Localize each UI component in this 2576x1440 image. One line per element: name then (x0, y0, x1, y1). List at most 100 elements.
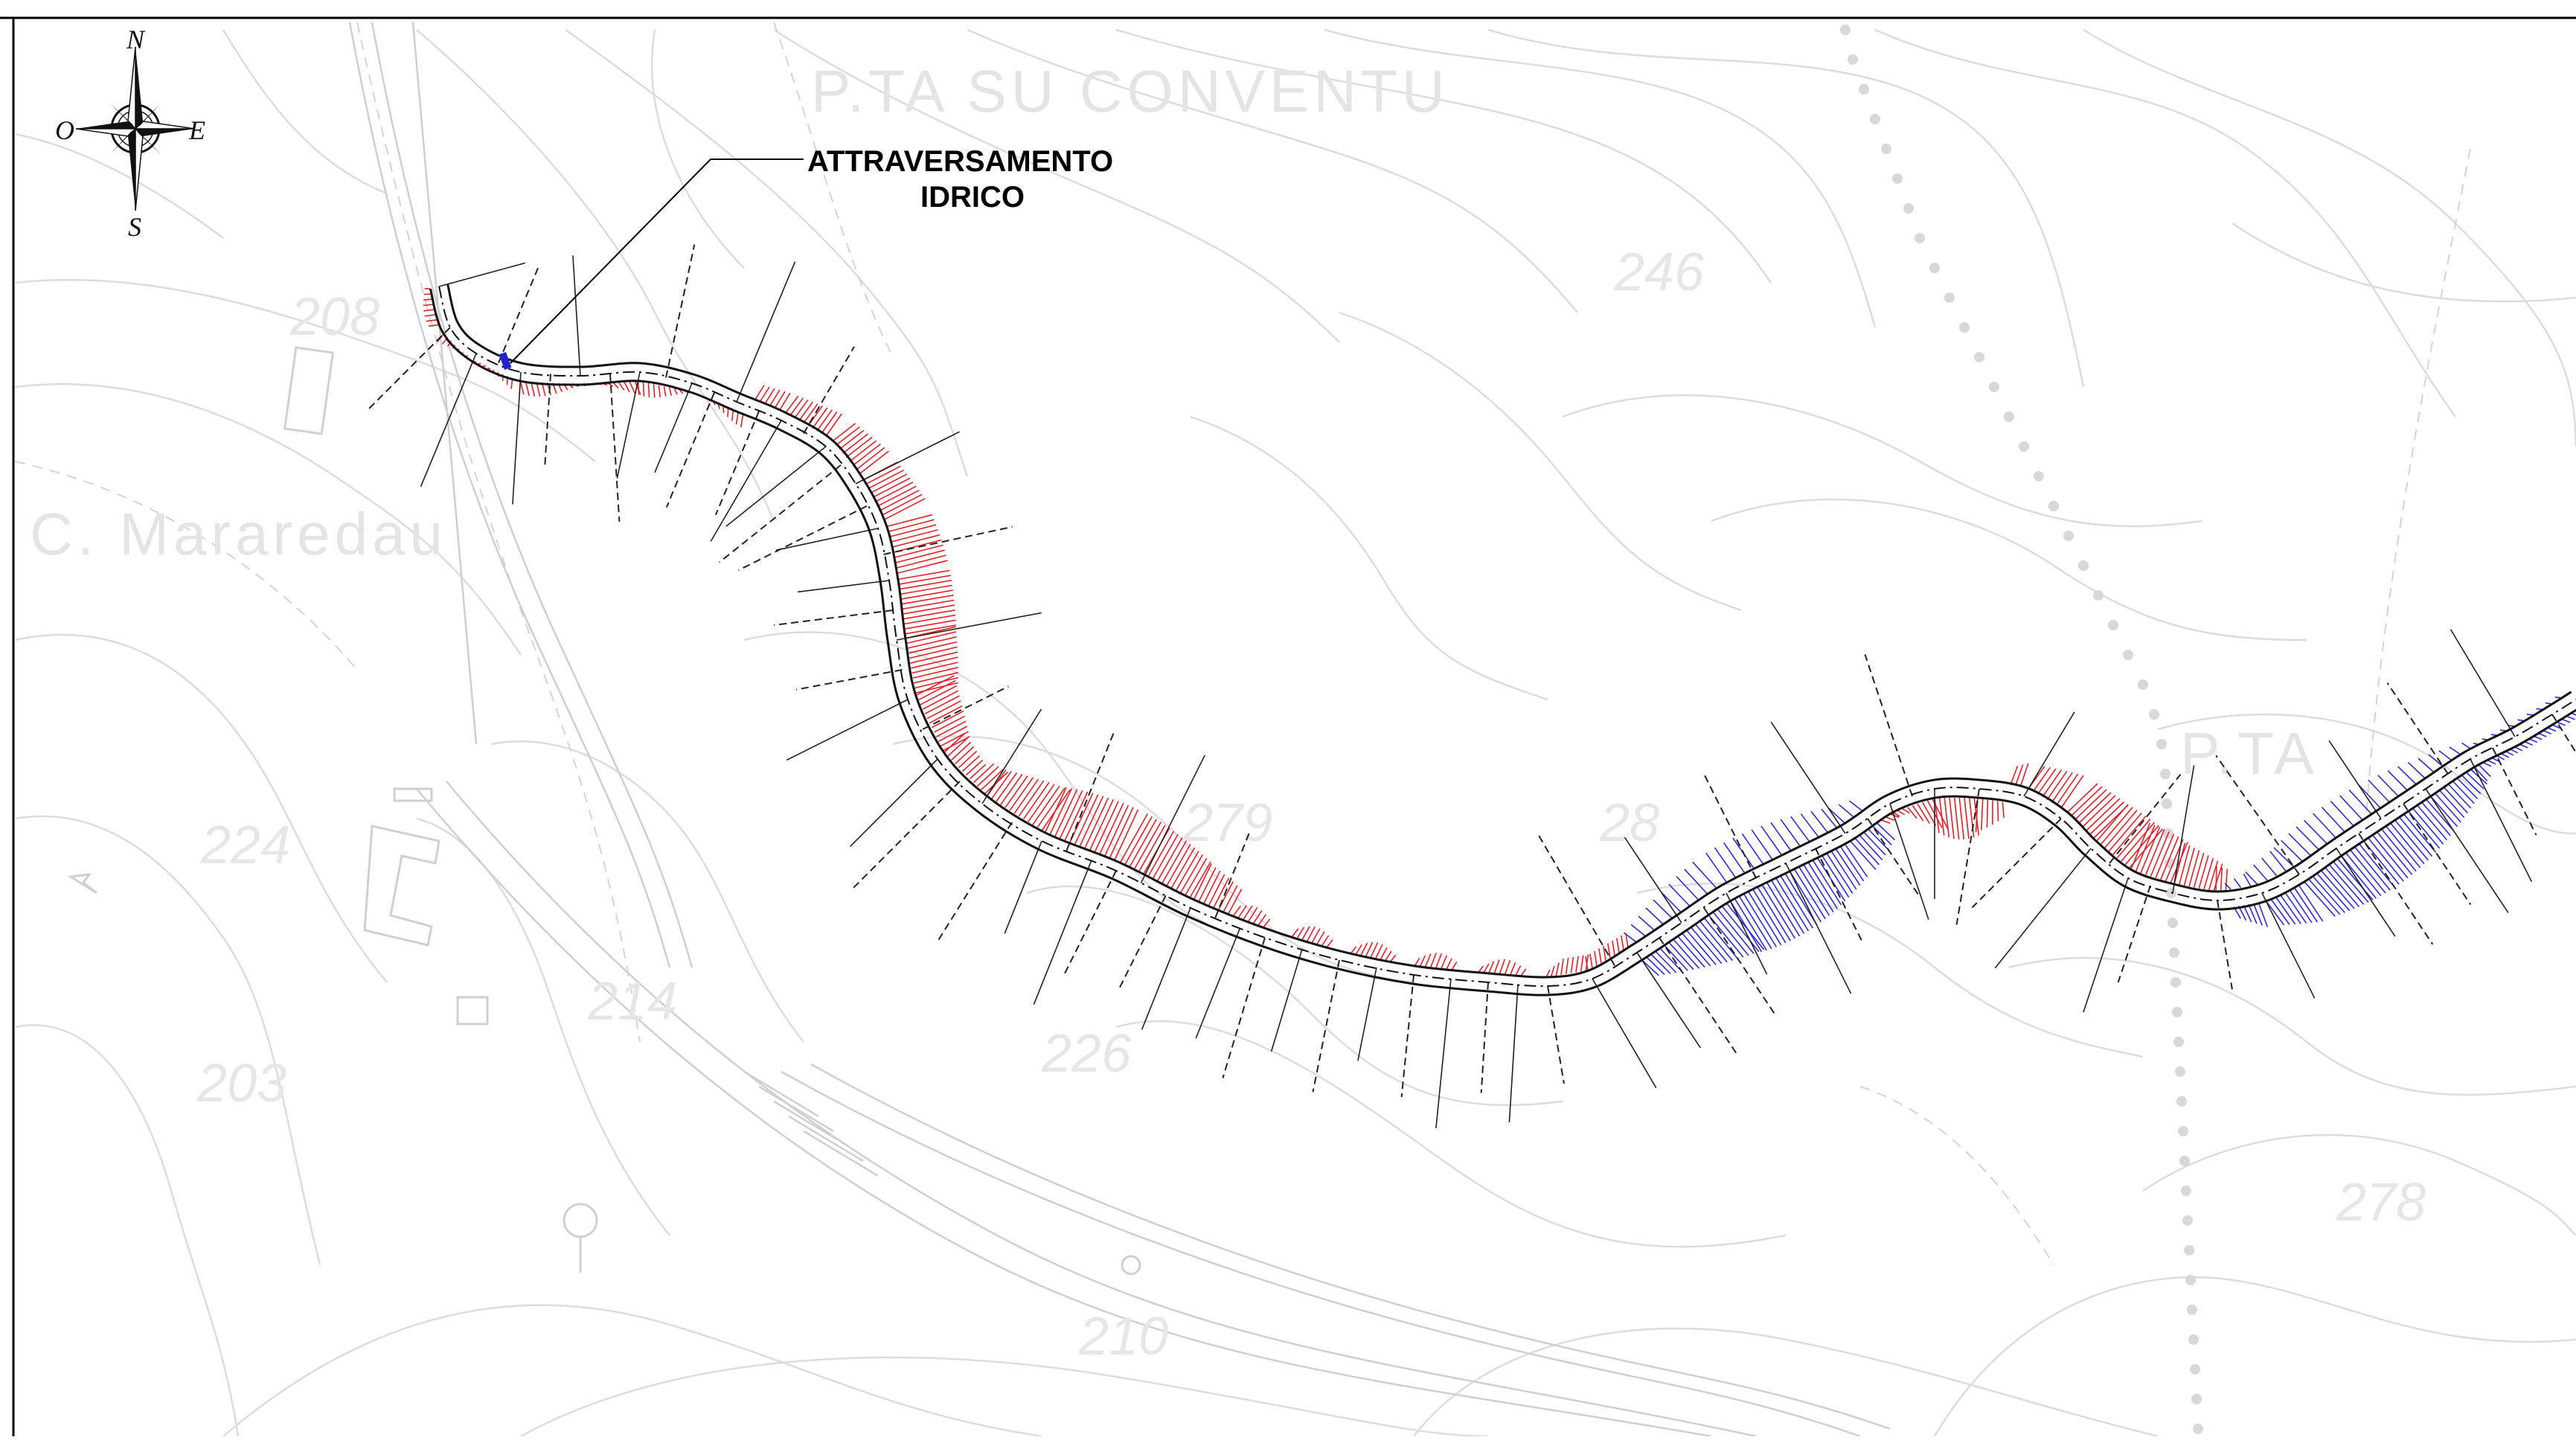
hatch-mark (1955, 798, 1959, 839)
section-line (2426, 789, 2508, 912)
hatch-mark (1351, 947, 1356, 953)
hatch-mark (877, 486, 917, 506)
hatch-mark (1381, 947, 1387, 959)
hatch-mark (2313, 813, 2336, 838)
contour-label: 224 (200, 816, 290, 875)
hatch-mark (894, 550, 944, 563)
section-line (2552, 714, 2576, 844)
hatch-mark (2290, 889, 2312, 923)
road-design (430, 284, 2576, 995)
hatch-mark (904, 620, 955, 629)
hatch-mark (1019, 781, 1043, 816)
hatch-mark (967, 760, 983, 775)
hatch-mark (2146, 829, 2165, 874)
callout-line-1: ATTRAVERSAMENTO (807, 145, 1113, 178)
hatch-mark (799, 402, 813, 420)
hatch-mark (1817, 857, 1845, 901)
hatch-mark (2296, 827, 2319, 850)
hatch-mark (1551, 966, 1554, 976)
callout-line-2: IDRICO (920, 181, 1025, 214)
section-line (1436, 979, 1451, 1128)
hatch-mark (1612, 941, 1615, 956)
hatch-mark (868, 470, 904, 489)
place-label-su-conventu: P.TA SU CONVENTU (811, 58, 1449, 124)
hatch-mark (2184, 848, 2194, 886)
hatch-mark (1376, 944, 1382, 959)
hatch-mark (1478, 966, 1484, 973)
hatch-mark (1678, 936, 1705, 967)
hatch-mark (1090, 799, 1114, 851)
hatch-mark (1808, 862, 1837, 909)
hatch-mark (1234, 906, 1241, 915)
hatch-mark (902, 601, 954, 609)
hatch-mark (2373, 835, 2408, 878)
hatch-mark (780, 393, 790, 410)
hatch-mark (732, 410, 734, 421)
hatch-mark (2462, 743, 2471, 749)
hatch-mark (2304, 882, 2335, 917)
hatch-mark (2322, 807, 2345, 832)
hatch-mark (1028, 784, 1054, 822)
hatch-mark (873, 479, 910, 498)
section-line (1973, 819, 2062, 908)
hatch-mark (896, 555, 946, 568)
hatch-mark (2325, 867, 2359, 906)
hatch-mark (1109, 807, 1133, 859)
hatch-mark (1060, 790, 1083, 839)
hatch-mark (2189, 851, 2199, 887)
section-line (667, 393, 714, 508)
hatch-mark (859, 451, 888, 474)
section-line (2388, 683, 2449, 774)
section-line (2083, 878, 2128, 1012)
section-line (1223, 938, 1265, 1078)
section-line (1771, 722, 1845, 833)
section-line (1548, 986, 1564, 1084)
section-line (1726, 893, 1767, 974)
contour-label: 279 (1182, 793, 1272, 853)
hatch-mark (2398, 767, 2417, 784)
hatch-mark (2400, 817, 2432, 857)
section-line (850, 759, 938, 846)
section-line (1659, 938, 1738, 1056)
section-line (1509, 985, 1518, 1123)
hatch-mark (1446, 959, 1452, 969)
hatch-mark (2317, 873, 2350, 911)
hatch-mark (2072, 787, 2103, 816)
hatch-mark (2364, 841, 2400, 884)
hatch-mark (2199, 856, 2208, 889)
section-line (711, 420, 781, 541)
hatch-mark (1700, 921, 1733, 961)
hatch-mark (1125, 816, 1153, 865)
hatch-mark (2450, 747, 2461, 755)
hatch-mark (1441, 956, 1446, 969)
section-line (716, 412, 759, 515)
section-line (2118, 886, 2150, 982)
hatch-mark (1292, 929, 1298, 937)
hatch-mark (2382, 829, 2416, 871)
section-line (545, 374, 551, 467)
hatch-mark (923, 691, 958, 709)
hatch-mark (1489, 961, 1494, 973)
hatch-mark (1556, 963, 1559, 976)
hatch-mark (2313, 876, 2345, 912)
section-line (2336, 848, 2395, 936)
hatch-mark (1185, 858, 1207, 895)
compass-west-label: O (55, 115, 74, 145)
hatch-mark (1839, 804, 1853, 817)
contour-label: 246 (1614, 243, 1705, 302)
hatch-mark (2258, 903, 2267, 927)
hatch-mark (1898, 810, 1905, 814)
hatch-mark (1576, 956, 1578, 973)
hatch-mark (2426, 799, 2454, 831)
buildings (285, 348, 1140, 1274)
hatch-mark (856, 448, 885, 470)
hatch-mark (2194, 853, 2204, 888)
hatch-mark (1661, 892, 1681, 913)
hatch-mark (1505, 960, 1510, 974)
hatch-mark (1224, 886, 1237, 912)
direction-arrow-icon (71, 874, 97, 893)
section-line (720, 465, 841, 563)
hatch-mark (1882, 820, 1891, 823)
hatch-mark (1877, 823, 1895, 840)
hatch-mark (1653, 900, 1672, 918)
